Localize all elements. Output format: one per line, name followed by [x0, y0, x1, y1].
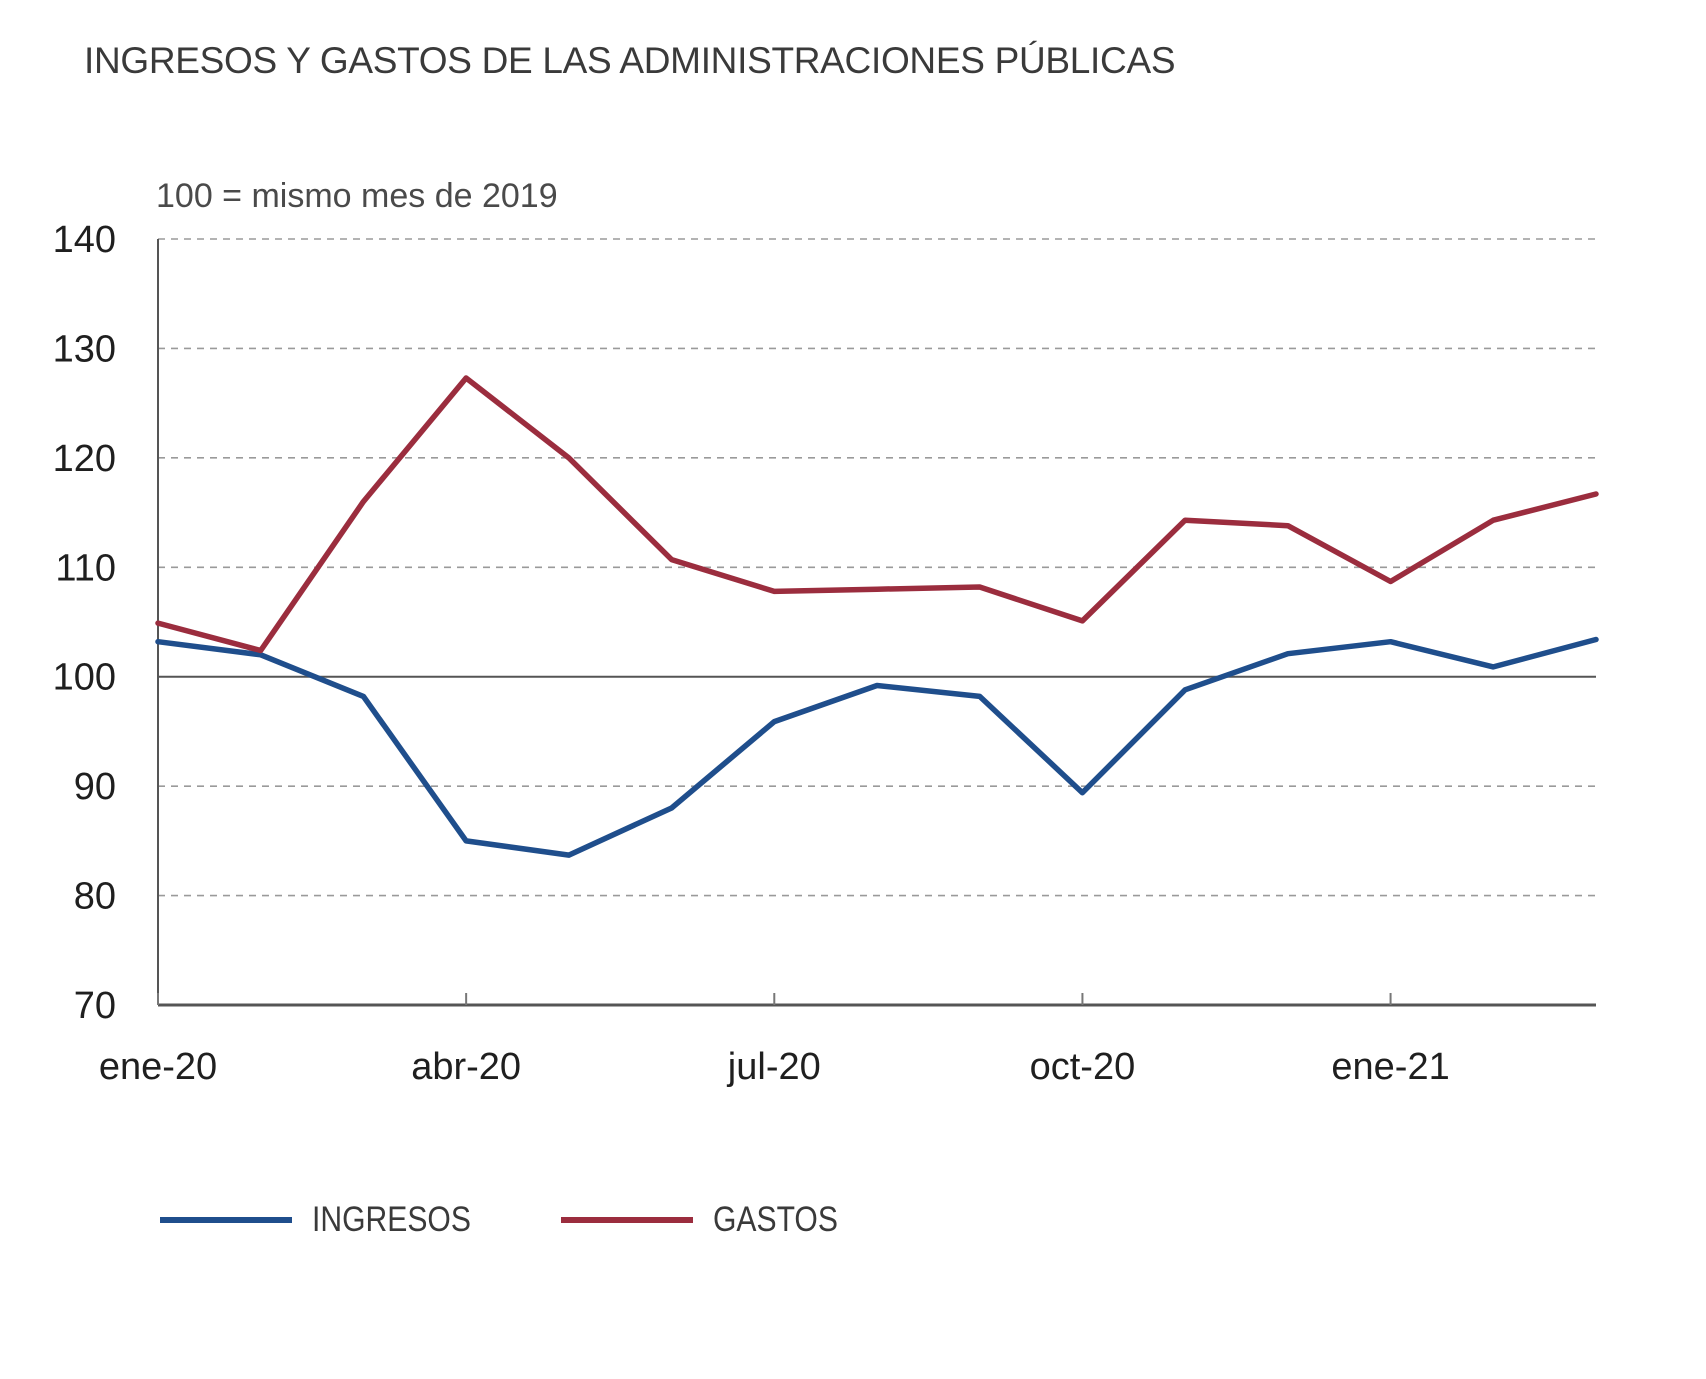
legend-item-ingresos: INGRESOS — [160, 1200, 497, 1240]
y-tick-label: 100 — [53, 657, 116, 699]
y-tick-label: 70 — [74, 985, 116, 1027]
x-tick-label: ene-20 — [99, 1046, 217, 1088]
legend-label-gastos: GASTOS — [712, 1200, 838, 1239]
legend-label-ingresos: INGRESOS — [312, 1200, 471, 1239]
x-tick-label: ene-21 — [1331, 1046, 1449, 1088]
x-tick-label: jul-20 — [727, 1046, 821, 1088]
gridlines — [158, 238, 1596, 897]
chart-title: INGRESOS Y GASTOS DE LAS ADMINISTRACIONE… — [84, 40, 1176, 81]
legend: INGRESOS GASTOS — [160, 1200, 922, 1240]
series-lines — [155, 375, 1599, 858]
y-tick-label: 130 — [53, 328, 116, 370]
y-tick-label: 80 — [74, 876, 116, 918]
legend-item-gastos: GASTOS — [560, 1200, 858, 1240]
series-line-ingresos — [155, 636, 1599, 858]
y-tick-label: 120 — [53, 438, 116, 480]
y-tick-label: 140 — [53, 219, 116, 261]
x-tick-label: oct-20 — [1030, 1046, 1136, 1088]
legend-swatch-ingresos — [160, 1217, 292, 1223]
y-axis-unit-label: 100 = mismo mes de 2019 — [156, 177, 558, 215]
x-tick-label: abr-20 — [411, 1046, 521, 1088]
y-tick-label: 110 — [55, 547, 116, 589]
legend-swatch-gastos — [560, 1217, 693, 1223]
axes: 70 80 90 100 110 120 130 140 ene-20 abr-20 jul-20 o… — [53, 219, 1596, 1088]
series-line-gastos — [155, 375, 1599, 654]
y-tick-label: 90 — [74, 766, 116, 808]
